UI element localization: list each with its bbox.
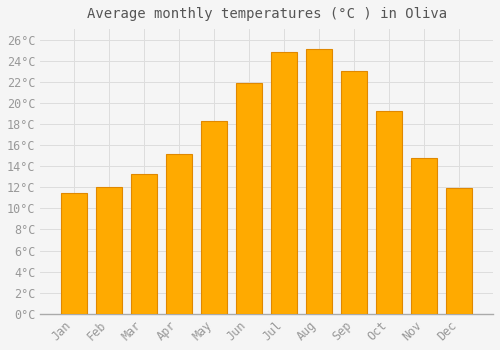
Bar — [341, 71, 367, 314]
Bar — [131, 174, 157, 314]
Bar — [411, 158, 438, 314]
Bar — [446, 188, 472, 314]
Bar — [376, 111, 402, 314]
Bar — [236, 83, 262, 314]
Title: Average monthly temperatures (°C ) in Oliva: Average monthly temperatures (°C ) in Ol… — [86, 7, 446, 21]
Bar — [166, 154, 192, 314]
Bar — [61, 193, 87, 314]
Bar — [306, 49, 332, 314]
Bar — [271, 52, 297, 314]
Bar — [201, 121, 228, 314]
Bar — [96, 187, 122, 314]
